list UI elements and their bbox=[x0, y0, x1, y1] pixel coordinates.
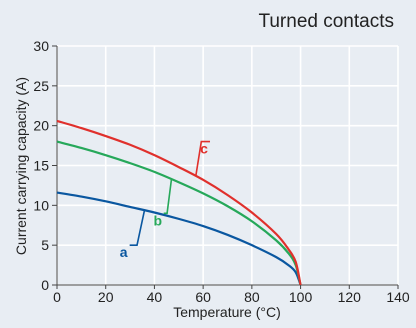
series-lines bbox=[56, 119, 302, 286]
series-label-leader-c bbox=[195, 140, 211, 176]
y-tick-label: 15 bbox=[33, 158, 49, 174]
y-tick-label: 30 bbox=[33, 38, 49, 54]
y-tick-label: 10 bbox=[33, 197, 49, 213]
x-tick-label: 0 bbox=[53, 289, 61, 305]
series-label-a: a bbox=[120, 244, 128, 260]
series-line-a bbox=[56, 191, 302, 286]
series-label-leader-a bbox=[129, 209, 146, 246]
y-tick-label: 20 bbox=[33, 118, 49, 134]
y-axis-label: Current carrying capacity (A) bbox=[13, 77, 29, 255]
series-label-leader-b bbox=[163, 178, 173, 215]
x-tick-label: 80 bbox=[244, 289, 260, 305]
series-labels: a b c bbox=[120, 140, 211, 260]
x-tick-label: 140 bbox=[386, 289, 410, 305]
x-tick-label: 120 bbox=[338, 289, 362, 305]
series-line-b bbox=[56, 140, 302, 286]
x-tick-label: 20 bbox=[98, 289, 114, 305]
y-tick-label: 25 bbox=[33, 78, 49, 94]
grid bbox=[56, 45, 399, 286]
x-tick-label: 100 bbox=[289, 289, 313, 305]
x-tick-label: 40 bbox=[147, 289, 163, 305]
chart-title: Turned contacts bbox=[258, 11, 394, 32]
series-label-c: c bbox=[200, 141, 208, 157]
x-tick-label: 60 bbox=[195, 289, 211, 305]
axes: 0 5 10 15 20 25 30 0 20 40 60 80 100 120 140 bbox=[33, 38, 409, 305]
x-axis-label: Temperature (°C) bbox=[173, 304, 281, 320]
series-label-b: b bbox=[153, 212, 162, 228]
series-line-c bbox=[56, 119, 302, 286]
y-tick-label: 0 bbox=[41, 277, 49, 293]
y-tick-label: 5 bbox=[41, 237, 49, 253]
